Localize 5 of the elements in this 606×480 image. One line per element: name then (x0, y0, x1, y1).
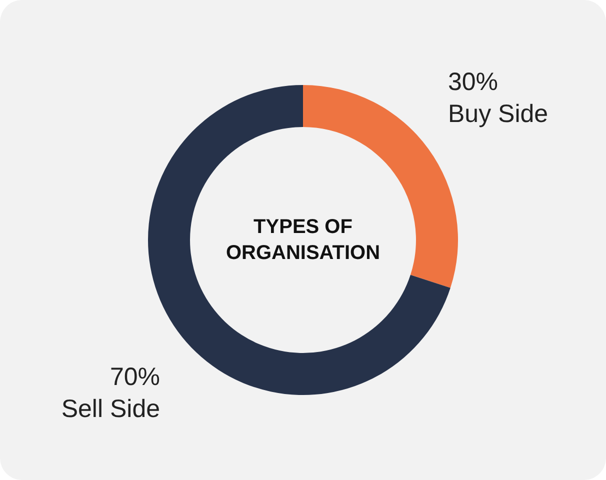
data-label: 30% (448, 68, 498, 96)
slice-label: Sell Side (61, 395, 160, 423)
slice-label: Buy Side (448, 100, 548, 128)
data-label: 70% (110, 363, 160, 391)
text: TYPES OF ORGANISATION (226, 216, 380, 264)
